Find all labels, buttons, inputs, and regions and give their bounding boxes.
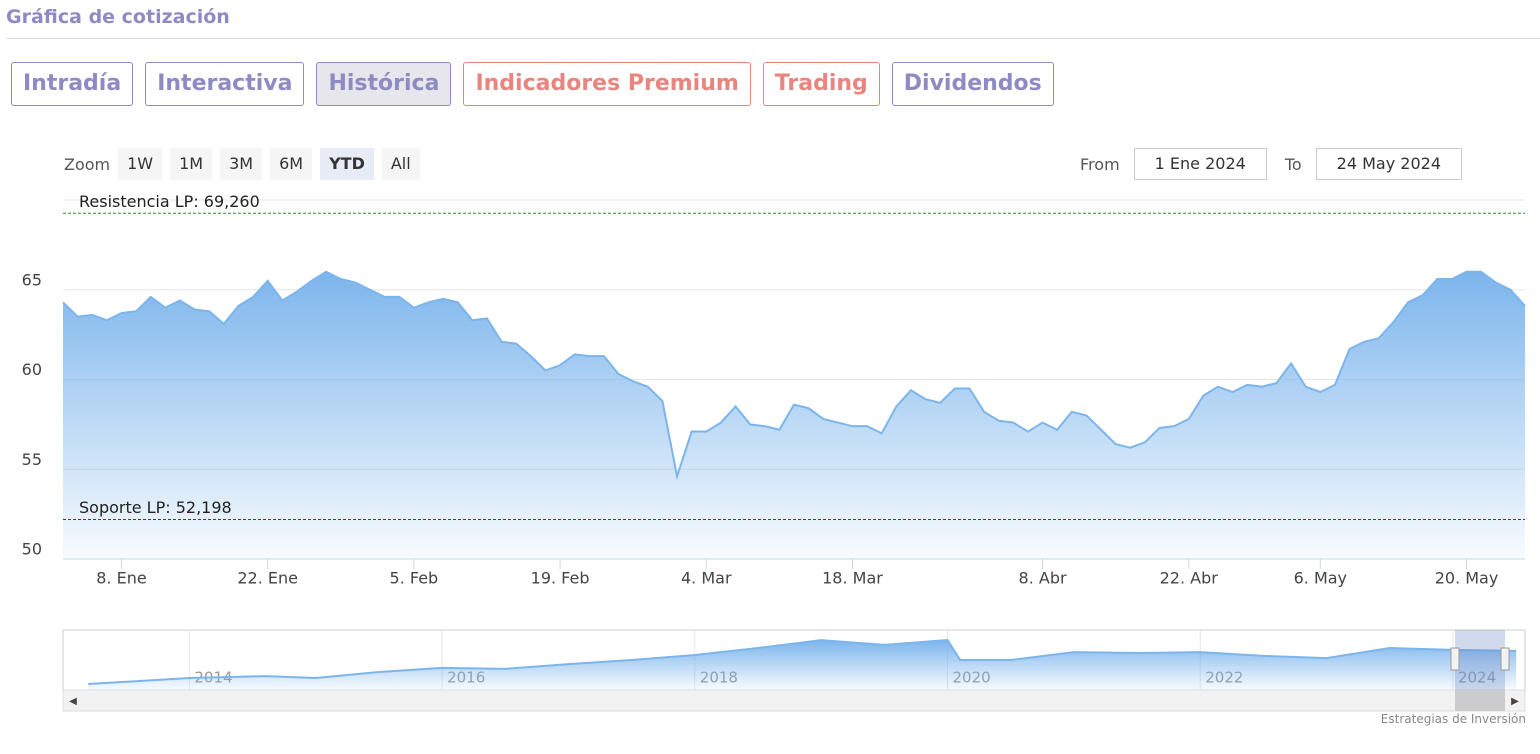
tab[interactable]: Interactiva: [145, 62, 305, 106]
x-tick-label: 4. Mar: [681, 569, 732, 588]
divider: [6, 38, 1540, 39]
tab[interactable]: Intradía: [11, 62, 134, 106]
area: [63, 271, 1525, 559]
x-tick-label: 6. May: [1294, 569, 1347, 588]
zoom-button[interactable]: 6M: [270, 148, 313, 180]
navigator-handle[interactable]: [1450, 647, 1460, 671]
scrollbar-thumb[interactable]: [1455, 690, 1505, 711]
y-tick-label: 50: [22, 540, 42, 559]
range: From 1 Ene 2024 To 24 May 2024: [1080, 148, 1466, 180]
navigator-handle[interactable]: [1500, 647, 1510, 671]
scrollbar[interactable]: [62, 689, 1526, 712]
from-input[interactable]: 1 Ene 2024: [1133, 148, 1267, 180]
scroll-right[interactable]: ▶: [1511, 696, 1519, 707]
x-tick-label: 18. Mar: [822, 569, 883, 588]
x-tick-label: 8. Ene: [96, 569, 146, 588]
zoom-button[interactable]: All: [381, 148, 420, 180]
tabs: Intradía Interactiva Histórica Indicadores …: [11, 62, 1054, 106]
to-input[interactable]: 24 May 2024: [1315, 148, 1462, 180]
zoom-button[interactable]: YTD: [320, 148, 374, 180]
plot-line-label: Resistencia LP: 69,260: [79, 192, 260, 211]
x-tick-label: 20. May: [1435, 569, 1499, 588]
y-tick-label: 55: [22, 450, 42, 469]
to-label: To: [1284, 154, 1302, 174]
scroll-left[interactable]: ◀: [69, 696, 77, 707]
tab[interactable]: Histórica: [316, 62, 452, 106]
navigator-selection: [1455, 630, 1505, 690]
y-tick-label: 60: [22, 360, 42, 379]
header-title: Gráfica de cotización: [6, 6, 230, 28]
line: [62, 270, 1526, 481]
zoom-button[interactable]: 1W: [118, 148, 163, 180]
x-tick-label: 8. Abr: [1019, 569, 1067, 588]
tab[interactable]: Indicadores Premium: [463, 62, 751, 106]
x-tick-label: 19. Feb: [531, 569, 590, 588]
tab[interactable]: Dividendos: [891, 62, 1054, 106]
credits: Estrategias de Inversión: [1380, 712, 1526, 726]
plot-line-label: Soporte LP: 52,198: [79, 498, 232, 517]
zoom-label: Zoom: [64, 154, 111, 174]
x-tick-label: 22. Abr: [1160, 569, 1219, 588]
zoom-button[interactable]: 3M: [220, 148, 263, 180]
y-tick-label: 65: [22, 270, 42, 289]
x-tick-label: 22. Ene: [237, 569, 298, 588]
tab[interactable]: Trading: [762, 62, 880, 106]
from-label: From: [1080, 154, 1120, 174]
x-tick-label: 5. Feb: [390, 569, 439, 588]
area: [88, 640, 1517, 690]
zoom-button[interactable]: 1M: [170, 148, 213, 180]
line: [88, 639, 1517, 685]
zoom: Zoom 1W 1M 3M 6M YTD All: [64, 148, 420, 180]
